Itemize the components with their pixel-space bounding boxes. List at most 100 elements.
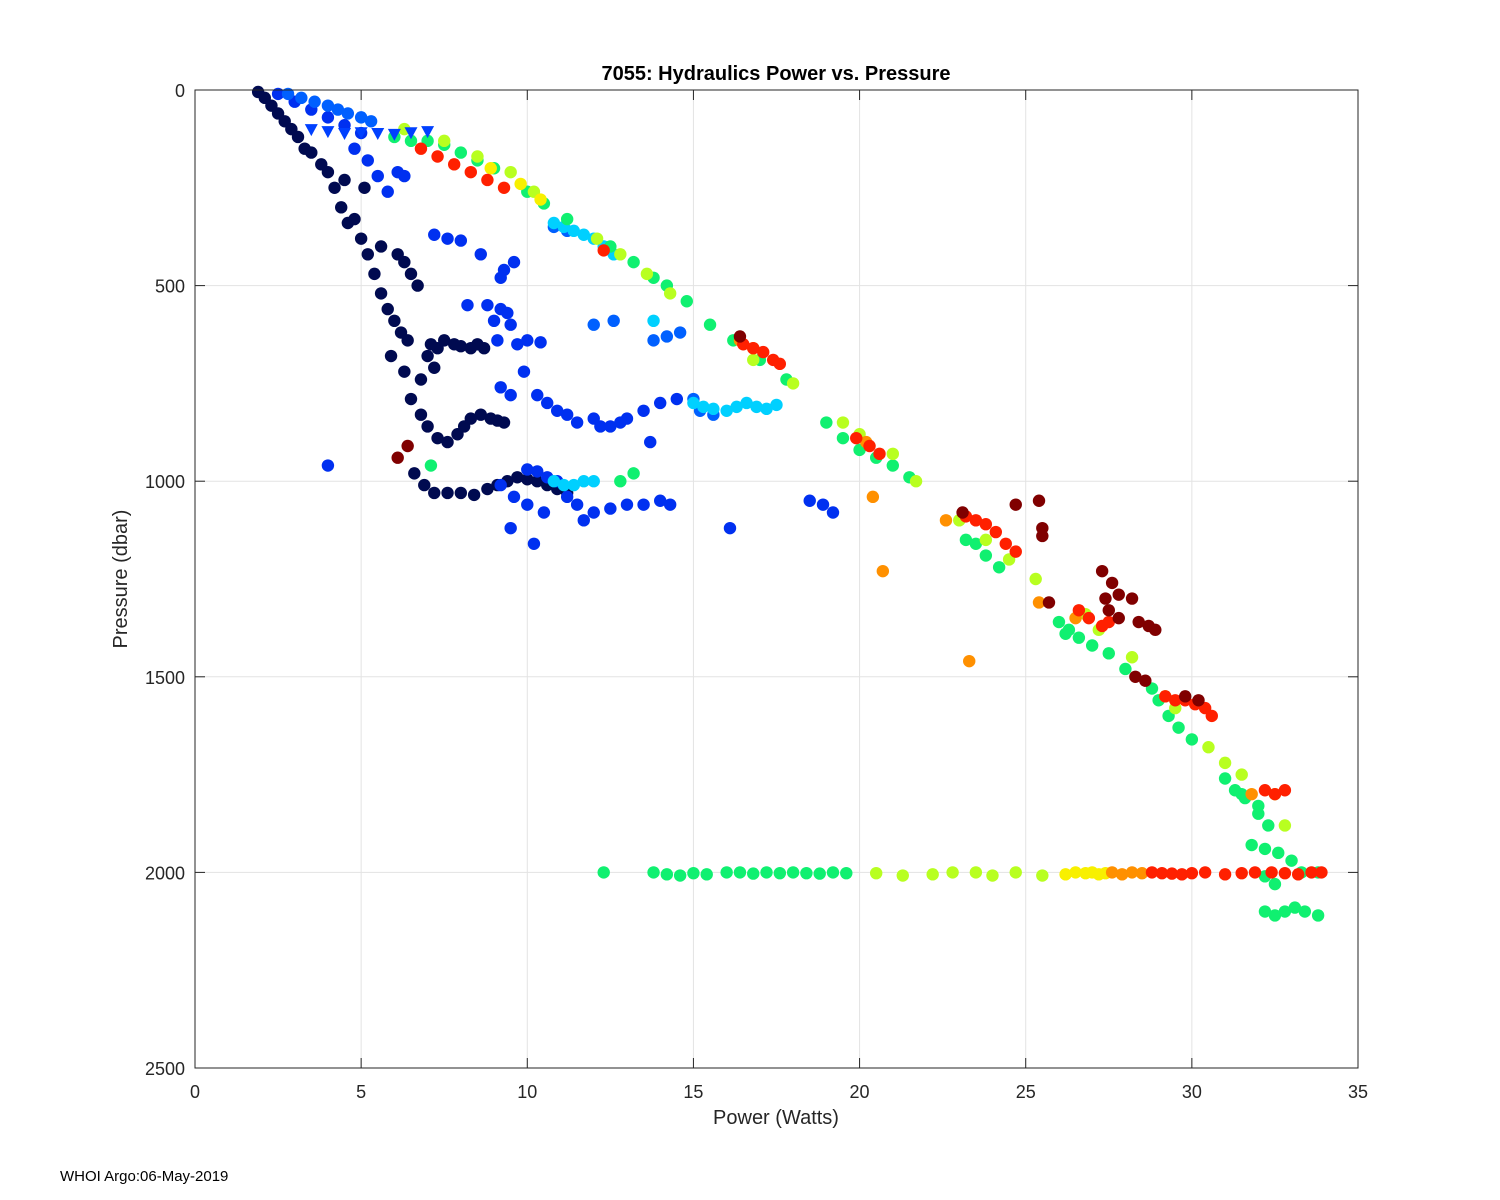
data-point [1258, 784, 1272, 797]
data-point [989, 525, 1003, 539]
data-point [1245, 838, 1258, 852]
data-point [1139, 674, 1152, 687]
data-point [1278, 866, 1292, 880]
data-point [587, 506, 600, 519]
data-point [504, 318, 517, 331]
data-point [401, 334, 414, 347]
data-point [1185, 733, 1199, 746]
data-point [461, 298, 474, 312]
data-point [1175, 868, 1189, 881]
data-point [1059, 627, 1072, 640]
data-point [411, 279, 424, 292]
data-point [348, 212, 361, 226]
data-point [1305, 866, 1318, 879]
data-point [773, 866, 787, 880]
data-point [441, 232, 454, 245]
data-point [637, 498, 650, 511]
data-point [560, 490, 574, 504]
x-tick-label: 35 [1348, 1082, 1368, 1102]
data-point [424, 338, 438, 351]
data-point [438, 134, 451, 148]
data-point [1218, 772, 1232, 785]
data-point [441, 486, 454, 500]
data-point [959, 533, 973, 547]
data-point [1036, 869, 1049, 882]
data-point [1102, 615, 1115, 629]
chart-title: 7055: Hydraulics Power vs. Pressure [601, 63, 950, 85]
data-point [654, 494, 667, 507]
data-point [511, 338, 524, 351]
data-point-triangle [421, 126, 435, 139]
data-point [750, 400, 763, 414]
data-point [1172, 721, 1185, 734]
data-point [627, 255, 640, 269]
data-point [1036, 529, 1049, 543]
data-point [467, 488, 481, 502]
data-point [1278, 905, 1292, 918]
data-point [348, 142, 361, 155]
data-point [1115, 868, 1129, 881]
data-point [477, 341, 491, 355]
data-point [331, 103, 345, 116]
data-point [504, 521, 517, 535]
data-point [421, 349, 434, 363]
data-point [567, 224, 581, 238]
data-point [673, 326, 687, 339]
data-point [1125, 592, 1139, 605]
data-point [896, 869, 909, 882]
data-point [886, 447, 899, 461]
data-point [1095, 564, 1109, 578]
data-point [361, 248, 374, 261]
data-point [507, 490, 521, 504]
data-point [760, 866, 773, 879]
data-point [660, 868, 674, 881]
data-point [404, 134, 418, 148]
data-point [361, 154, 374, 167]
data-point [1235, 787, 1248, 801]
data-point [560, 212, 574, 226]
data-point [1029, 572, 1042, 586]
data-point [687, 866, 700, 880]
data-point [1132, 615, 1145, 629]
data-point [1032, 494, 1046, 507]
data-point [521, 498, 534, 511]
data-point [1135, 866, 1149, 880]
data-point [620, 498, 634, 511]
data-point [733, 330, 747, 343]
data-point [720, 866, 733, 879]
data-point-triangle [321, 126, 335, 139]
data-point [1032, 596, 1046, 609]
data-point [660, 330, 674, 343]
data-point [431, 150, 444, 163]
data-point [1235, 866, 1248, 880]
data-point [1265, 866, 1278, 879]
data-point [577, 228, 590, 241]
data-point [354, 111, 368, 124]
x-tick-label: 25 [1016, 1082, 1036, 1102]
data-point [454, 234, 468, 247]
data-point [550, 404, 564, 417]
data-point [404, 267, 418, 281]
data-point [428, 228, 441, 241]
data-point [647, 866, 660, 879]
data-point [740, 396, 753, 410]
data-point [939, 514, 953, 527]
axis-ticks: 0 5 10 15 20 25 30 35 0 500 1000 1500 2000 2500 [145, 81, 1368, 1102]
data-point [414, 373, 428, 386]
data-point [494, 271, 507, 284]
data-point [308, 95, 321, 108]
data-point [328, 181, 341, 194]
data-point [1009, 866, 1022, 879]
data-point [663, 287, 677, 300]
data-point [1125, 866, 1139, 879]
data-point [398, 169, 411, 183]
data-point [1042, 596, 1056, 609]
data-point [926, 868, 939, 881]
data-point [560, 408, 574, 421]
data-point [670, 392, 684, 406]
data-point [773, 357, 787, 371]
data-point [614, 248, 627, 261]
data-point [673, 869, 687, 882]
data-point [863, 439, 876, 453]
data-point [547, 475, 561, 488]
